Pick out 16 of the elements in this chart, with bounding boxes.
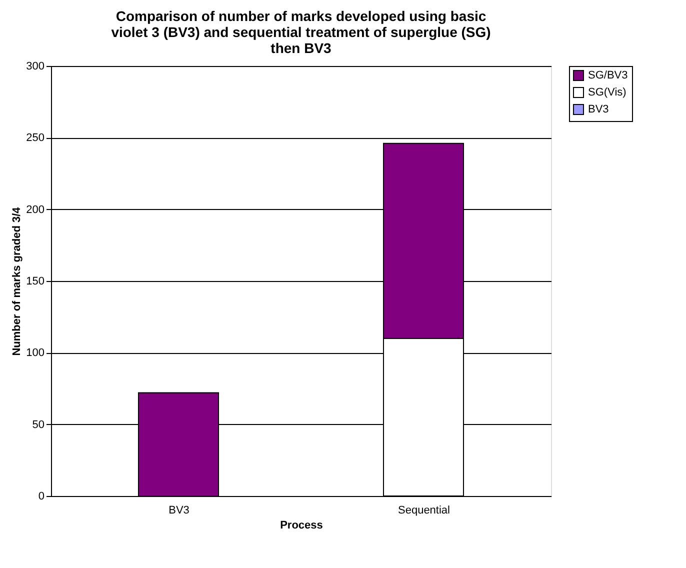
- x-tick-label: Sequential: [398, 504, 450, 516]
- y-tick-label: 300: [26, 60, 44, 72]
- y-axis-title: Number of marks graded 3/4: [11, 206, 24, 356]
- legend-label: BV3: [588, 104, 609, 116]
- legend-label: SG(Vis): [588, 86, 626, 98]
- y-tick-label: 100: [26, 347, 44, 360]
- y-tick-label: 50: [32, 418, 44, 431]
- y-tick-label: 200: [26, 204, 44, 216]
- y-tick-label: 0: [38, 490, 44, 502]
- text: then BV3: [270, 40, 332, 56]
- y-tick-label: 250: [26, 132, 44, 144]
- text: Comparison of number of marks developed using basic: [116, 8, 486, 24]
- y-tick-label: 150: [26, 276, 44, 288]
- x-axis-title: Process: [280, 520, 323, 532]
- legend-label: SG/BV3: [588, 70, 628, 82]
- text: violet 3 (BV3) and sequential treatment of superglue (SG): [111, 24, 491, 40]
